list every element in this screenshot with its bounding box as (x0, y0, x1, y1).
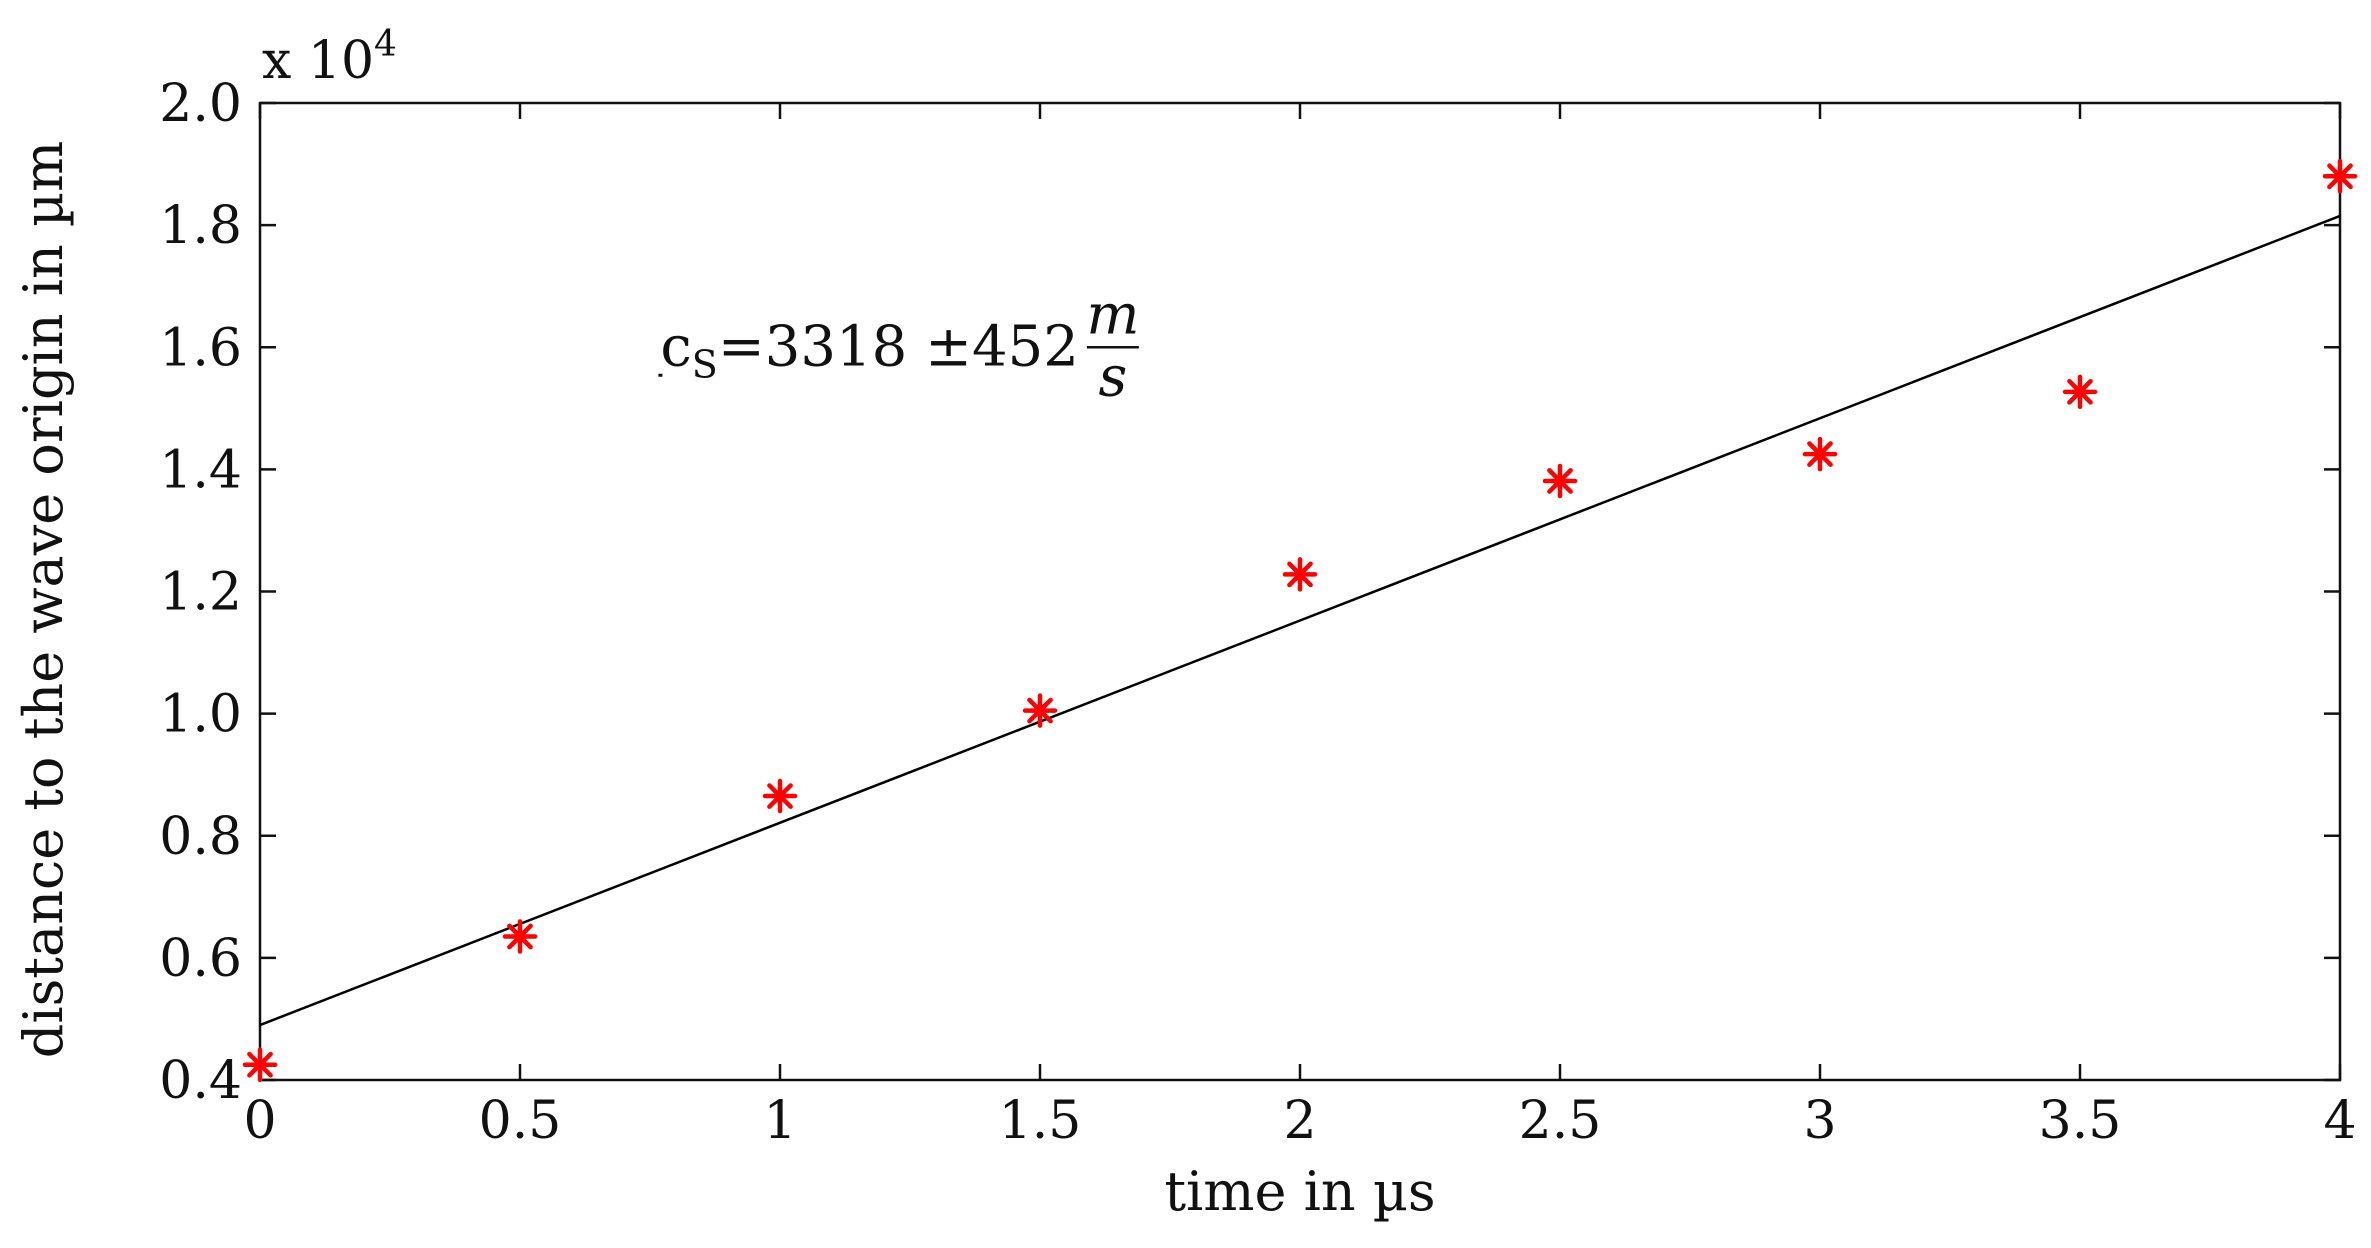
data-points (242, 159, 2358, 1082)
data-point (1282, 557, 1318, 592)
y-axis-multiplier: x 104 (262, 24, 397, 91)
x-tick-label: 0 (243, 1091, 276, 1151)
data-point (2062, 374, 2098, 410)
y-tick-label: 1.2 (159, 563, 242, 623)
x-tick-label: 2 (1283, 1091, 1316, 1151)
data-point (1542, 463, 1578, 499)
data-point (502, 919, 538, 954)
x-tick-label: 2.5 (1519, 1091, 1602, 1151)
unit-denominator: s (1099, 344, 1128, 409)
y-tick-label: 2.0 (159, 74, 242, 134)
speed-annotation-text: cS=3318 ±452 (660, 314, 1078, 386)
unit-numerator: m (1086, 282, 1139, 347)
x-tick-label: 3 (1803, 1091, 1836, 1151)
data-point (242, 1047, 278, 1082)
x-tick-label: 3.5 (2039, 1091, 2122, 1151)
data-point (1022, 693, 1058, 728)
fit-line (259, 214, 2341, 1027)
y-tick-label: 0.8 (159, 807, 242, 867)
speed-annotation: cS=3318 ±452 m s (658, 282, 1139, 409)
y-tick-label: 0.4 (159, 1051, 242, 1111)
y-tick-label: 0.6 (159, 929, 242, 989)
y-axis-title: distance to the wave origin in µm (12, 141, 75, 1059)
y-tick-label: 1.8 (159, 196, 242, 256)
y-tick-label: 1.0 (159, 685, 242, 745)
x-tick-label: 0.5 (479, 1091, 562, 1151)
x-tick-label: 4 (2323, 1091, 2356, 1151)
axis-ticks (258, 101, 2342, 1082)
data-point (762, 778, 798, 814)
data-point (2322, 159, 2358, 194)
y-tick-label: 1.6 (159, 318, 242, 378)
tick-labels: 0 0.5 1 1.5 2 2.5 3 3.5 4 0.4 0.6 0.8 1.0 1.2 1.4 1.6 1.… (159, 74, 2356, 1151)
plus-minus-sign: ± (925, 314, 972, 379)
x-axis-title: time in µs (1164, 1160, 1435, 1223)
y-tick-label: 1.4 (159, 440, 242, 500)
data-point (1802, 436, 1838, 472)
x-tick-label: 1.5 (999, 1091, 1082, 1151)
x-tick-label: 1 (763, 1091, 796, 1151)
